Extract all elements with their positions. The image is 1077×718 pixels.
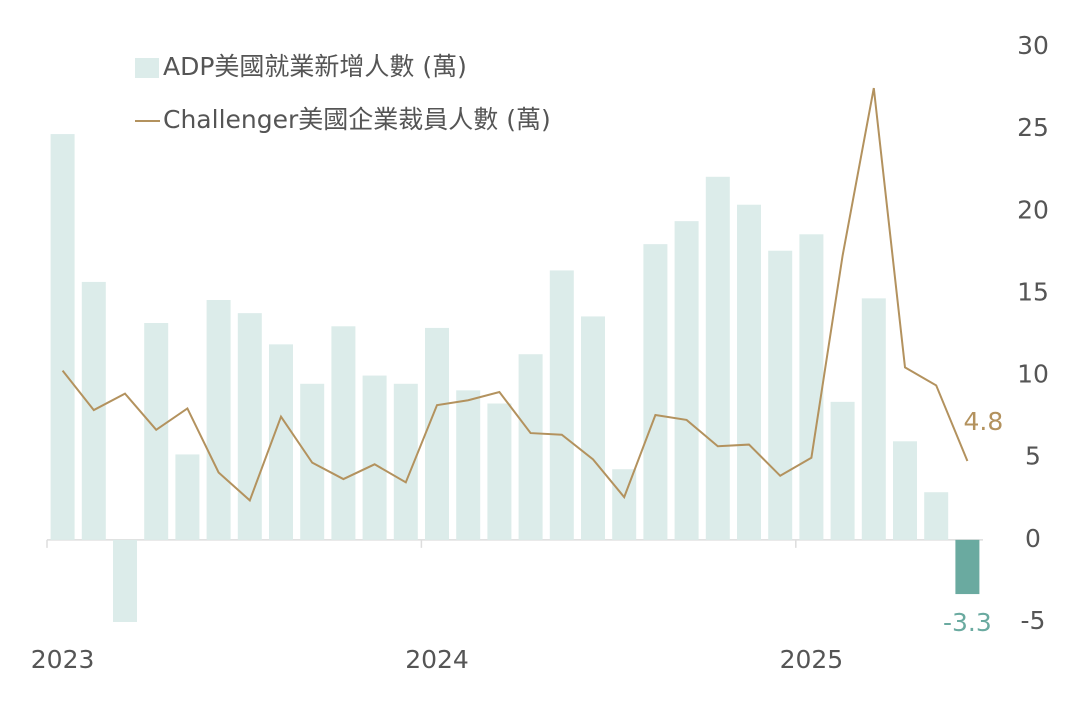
bar [269, 344, 293, 540]
bar [830, 401, 855, 540]
y-tick-label: 30 [1017, 31, 1049, 60]
y-tick-label: 25 [1017, 113, 1049, 142]
bar [674, 221, 699, 540]
bar [456, 390, 481, 540]
bar [549, 270, 574, 540]
legend-swatch [135, 58, 159, 78]
data-label: 4.8 [964, 407, 1004, 436]
legend-label: Challenger美國企業裁員人數 (萬) [163, 105, 551, 134]
y-tick-label: 0 [1025, 524, 1041, 553]
y-tick-label: -5 [1021, 606, 1046, 635]
y-tick-label: 20 [1017, 195, 1049, 224]
x-tick-label: 2023 [31, 645, 95, 674]
bar [643, 244, 668, 540]
bar [487, 403, 512, 540]
line [61, 87, 969, 503]
bar [799, 234, 824, 540]
y-tick-label: 15 [1017, 277, 1049, 306]
y-tick-label: 10 [1017, 360, 1049, 389]
bar [737, 204, 761, 540]
bar [144, 323, 169, 540]
bar [518, 354, 543, 540]
data-label: -3.3 [943, 608, 992, 637]
bar [924, 492, 949, 540]
y-tick-label: 5 [1025, 442, 1041, 471]
bar [612, 469, 637, 540]
bar [955, 539, 980, 595]
bar [893, 441, 917, 540]
bar [175, 454, 200, 540]
bar [861, 298, 886, 540]
bar [50, 134, 75, 540]
bar [237, 313, 262, 540]
bar [425, 327, 449, 540]
bar [768, 250, 793, 540]
bar [113, 539, 137, 622]
bar [331, 326, 356, 540]
bar [362, 375, 387, 540]
bar [581, 316, 605, 540]
legend-label: ADP美國就業新增人數 (萬) [163, 52, 467, 81]
bar [206, 300, 231, 540]
x-tick-label: 2025 [780, 645, 844, 674]
x-tick-label: 2024 [405, 645, 469, 674]
bar [705, 176, 730, 540]
